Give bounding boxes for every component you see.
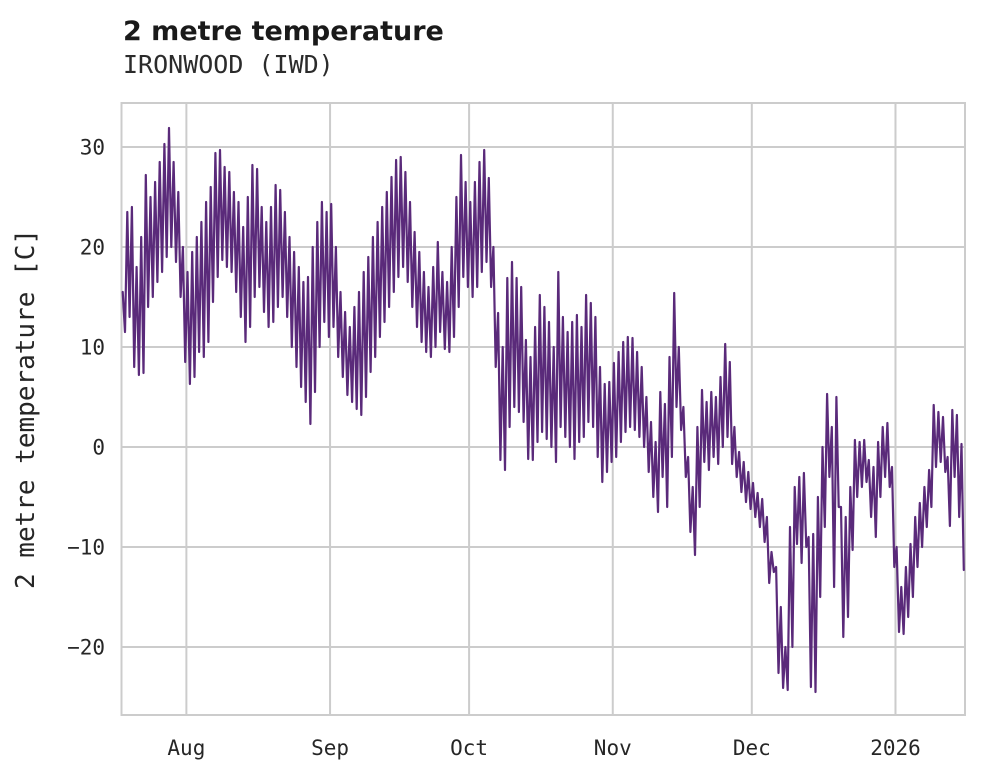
x-tick-label: Aug [167, 736, 205, 760]
chart-subtitle: IRONWOOD (IWD) [123, 50, 334, 79]
y-tick-label: 0 [92, 436, 105, 460]
y-tick-label: 30 [80, 136, 105, 160]
y-tick-label: −10 [67, 536, 105, 560]
y-tick-label: −20 [67, 636, 105, 660]
temperature-line [121, 126, 965, 694]
plot-border [120, 102, 966, 716]
x-tick-label: Nov [594, 736, 632, 760]
x-tick-label: Oct [450, 736, 488, 760]
x-tick-label: 2026 [870, 736, 921, 760]
y-axis-label: 2 metre temperature [C] [11, 229, 41, 589]
chart-title: 2 metre temperature [123, 16, 444, 47]
y-tick-label: 20 [80, 236, 105, 260]
x-tick-label: Sep [311, 736, 349, 760]
x-tick-label: Dec [733, 736, 771, 760]
y-tick-label: 10 [80, 336, 105, 360]
